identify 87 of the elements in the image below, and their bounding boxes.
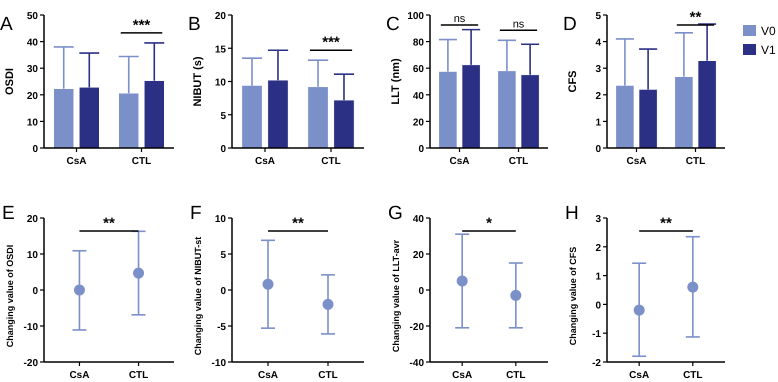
y-tick-label: 0 bbox=[220, 286, 226, 297]
y-tick-label: 0 bbox=[220, 144, 226, 155]
y-tick-label: 0 bbox=[418, 286, 424, 297]
y-tick-label: -20 bbox=[24, 358, 38, 369]
y-tick-label: 20 bbox=[412, 250, 424, 261]
chart-title: A bbox=[0, 14, 13, 35]
legend-label: V1 bbox=[761, 43, 776, 57]
chart-title: F bbox=[190, 203, 202, 224]
y-tick-label: -5 bbox=[217, 322, 226, 333]
annotation: ** bbox=[103, 215, 115, 232]
x-tick-label: CsA bbox=[449, 156, 470, 167]
y-tick-label: 2 bbox=[595, 90, 602, 102]
y-tick-label: 40 bbox=[412, 90, 424, 102]
y-tick-label: 10 bbox=[26, 250, 38, 261]
chart-title: C bbox=[386, 14, 400, 35]
annotation: ns bbox=[512, 18, 525, 30]
y-axis-title: Changing value of OSDI bbox=[5, 244, 15, 348]
y-tick-label: 100 bbox=[407, 11, 424, 22]
annotation: ns bbox=[454, 13, 466, 25]
y-tick-label: -40 bbox=[410, 358, 424, 369]
chart-title: E bbox=[2, 203, 15, 224]
legend-label: V0 bbox=[761, 24, 776, 38]
y-axis-title: Changing value of CFS bbox=[568, 246, 578, 346]
y-tick-label: -20 bbox=[410, 322, 424, 333]
y-tick-label: -1 bbox=[592, 329, 602, 340]
x-tick-label: CsA bbox=[629, 370, 650, 381]
y-tick-label: 5 bbox=[220, 250, 226, 261]
y-tick-label: 20 bbox=[214, 11, 226, 22]
y-tick-label: -10 bbox=[212, 358, 226, 369]
x-tick-label: CsA bbox=[254, 156, 276, 167]
y-axis-title: Changing value of NIBUT-st bbox=[193, 236, 203, 356]
y-tick-label: 20 bbox=[412, 117, 424, 128]
y-tick-label: 60 bbox=[412, 64, 424, 76]
y-tick-label: 0 bbox=[32, 286, 38, 297]
y-tick-label: 1 bbox=[595, 117, 602, 128]
chart-title: D bbox=[563, 14, 577, 35]
x-tick-label: CsA bbox=[258, 370, 278, 381]
y-tick-label: -10 bbox=[24, 322, 38, 333]
y-axis-title: Changing value of LLT-avr bbox=[391, 239, 401, 352]
y-tick-label: 80 bbox=[412, 38, 424, 49]
y-axis-title: LLT (nm) bbox=[390, 58, 402, 105]
y-tick-label: 0 bbox=[595, 300, 602, 312]
y-tick-label: 20 bbox=[26, 214, 38, 225]
y-tick-label: 15 bbox=[214, 44, 226, 56]
annotation: * bbox=[486, 215, 492, 232]
chart-title: G bbox=[388, 203, 403, 224]
x-tick-label: CTL bbox=[506, 370, 526, 381]
y-tick-label: 5 bbox=[220, 110, 226, 122]
y-tick-label: 30 bbox=[26, 64, 38, 76]
x-tick-label: CTL bbox=[318, 370, 338, 381]
y-tick-label: 40 bbox=[26, 38, 38, 49]
y-axis-title: OSDI bbox=[4, 68, 16, 95]
x-tick-label: CTL bbox=[683, 370, 703, 381]
annotation: ** bbox=[292, 215, 304, 232]
y-tick-label: -2 bbox=[592, 358, 602, 369]
x-tick-label: CTL bbox=[321, 156, 341, 167]
y-tick-label: 40 bbox=[412, 214, 424, 225]
y-tick-label: 3 bbox=[595, 214, 602, 225]
y-axis-title: NIBUT (s) bbox=[192, 56, 204, 107]
x-tick-label: CsA bbox=[66, 156, 87, 167]
y-tick-label: 1 bbox=[595, 272, 602, 283]
y-tick-label: 0 bbox=[418, 144, 424, 155]
y-axis-title: CFS bbox=[567, 70, 579, 92]
x-tick-label: CsA bbox=[452, 370, 472, 381]
y-tick-label: 5 bbox=[595, 11, 602, 22]
x-tick-label: CTL bbox=[128, 370, 148, 381]
x-tick-label: CsA bbox=[69, 370, 90, 381]
y-tick-label: 10 bbox=[214, 78, 226, 88]
y-tick-label: 50 bbox=[26, 11, 38, 22]
x-tick-label: CTL bbox=[508, 156, 528, 167]
x-tick-label: CTL bbox=[686, 156, 706, 167]
y-tick-label: 20 bbox=[26, 90, 38, 102]
x-tick-label: CsA bbox=[626, 156, 647, 167]
chart-title: H bbox=[565, 203, 579, 224]
y-tick-label: 0 bbox=[595, 144, 602, 155]
y-tick-label: 0 bbox=[32, 144, 38, 155]
y-tick-label: 10 bbox=[214, 214, 226, 225]
y-tick-label: 2 bbox=[595, 242, 602, 254]
y-tick-label: 10 bbox=[26, 117, 38, 128]
y-tick-label: 3 bbox=[595, 64, 602, 76]
y-tick-label: 4 bbox=[595, 38, 602, 49]
annotation: *** bbox=[132, 16, 150, 34]
annotation: ** bbox=[660, 215, 672, 232]
annotation: ** bbox=[690, 9, 702, 26]
chart-title: B bbox=[188, 14, 201, 35]
annotation: *** bbox=[322, 34, 340, 52]
x-tick-label: CTL bbox=[132, 156, 152, 167]
